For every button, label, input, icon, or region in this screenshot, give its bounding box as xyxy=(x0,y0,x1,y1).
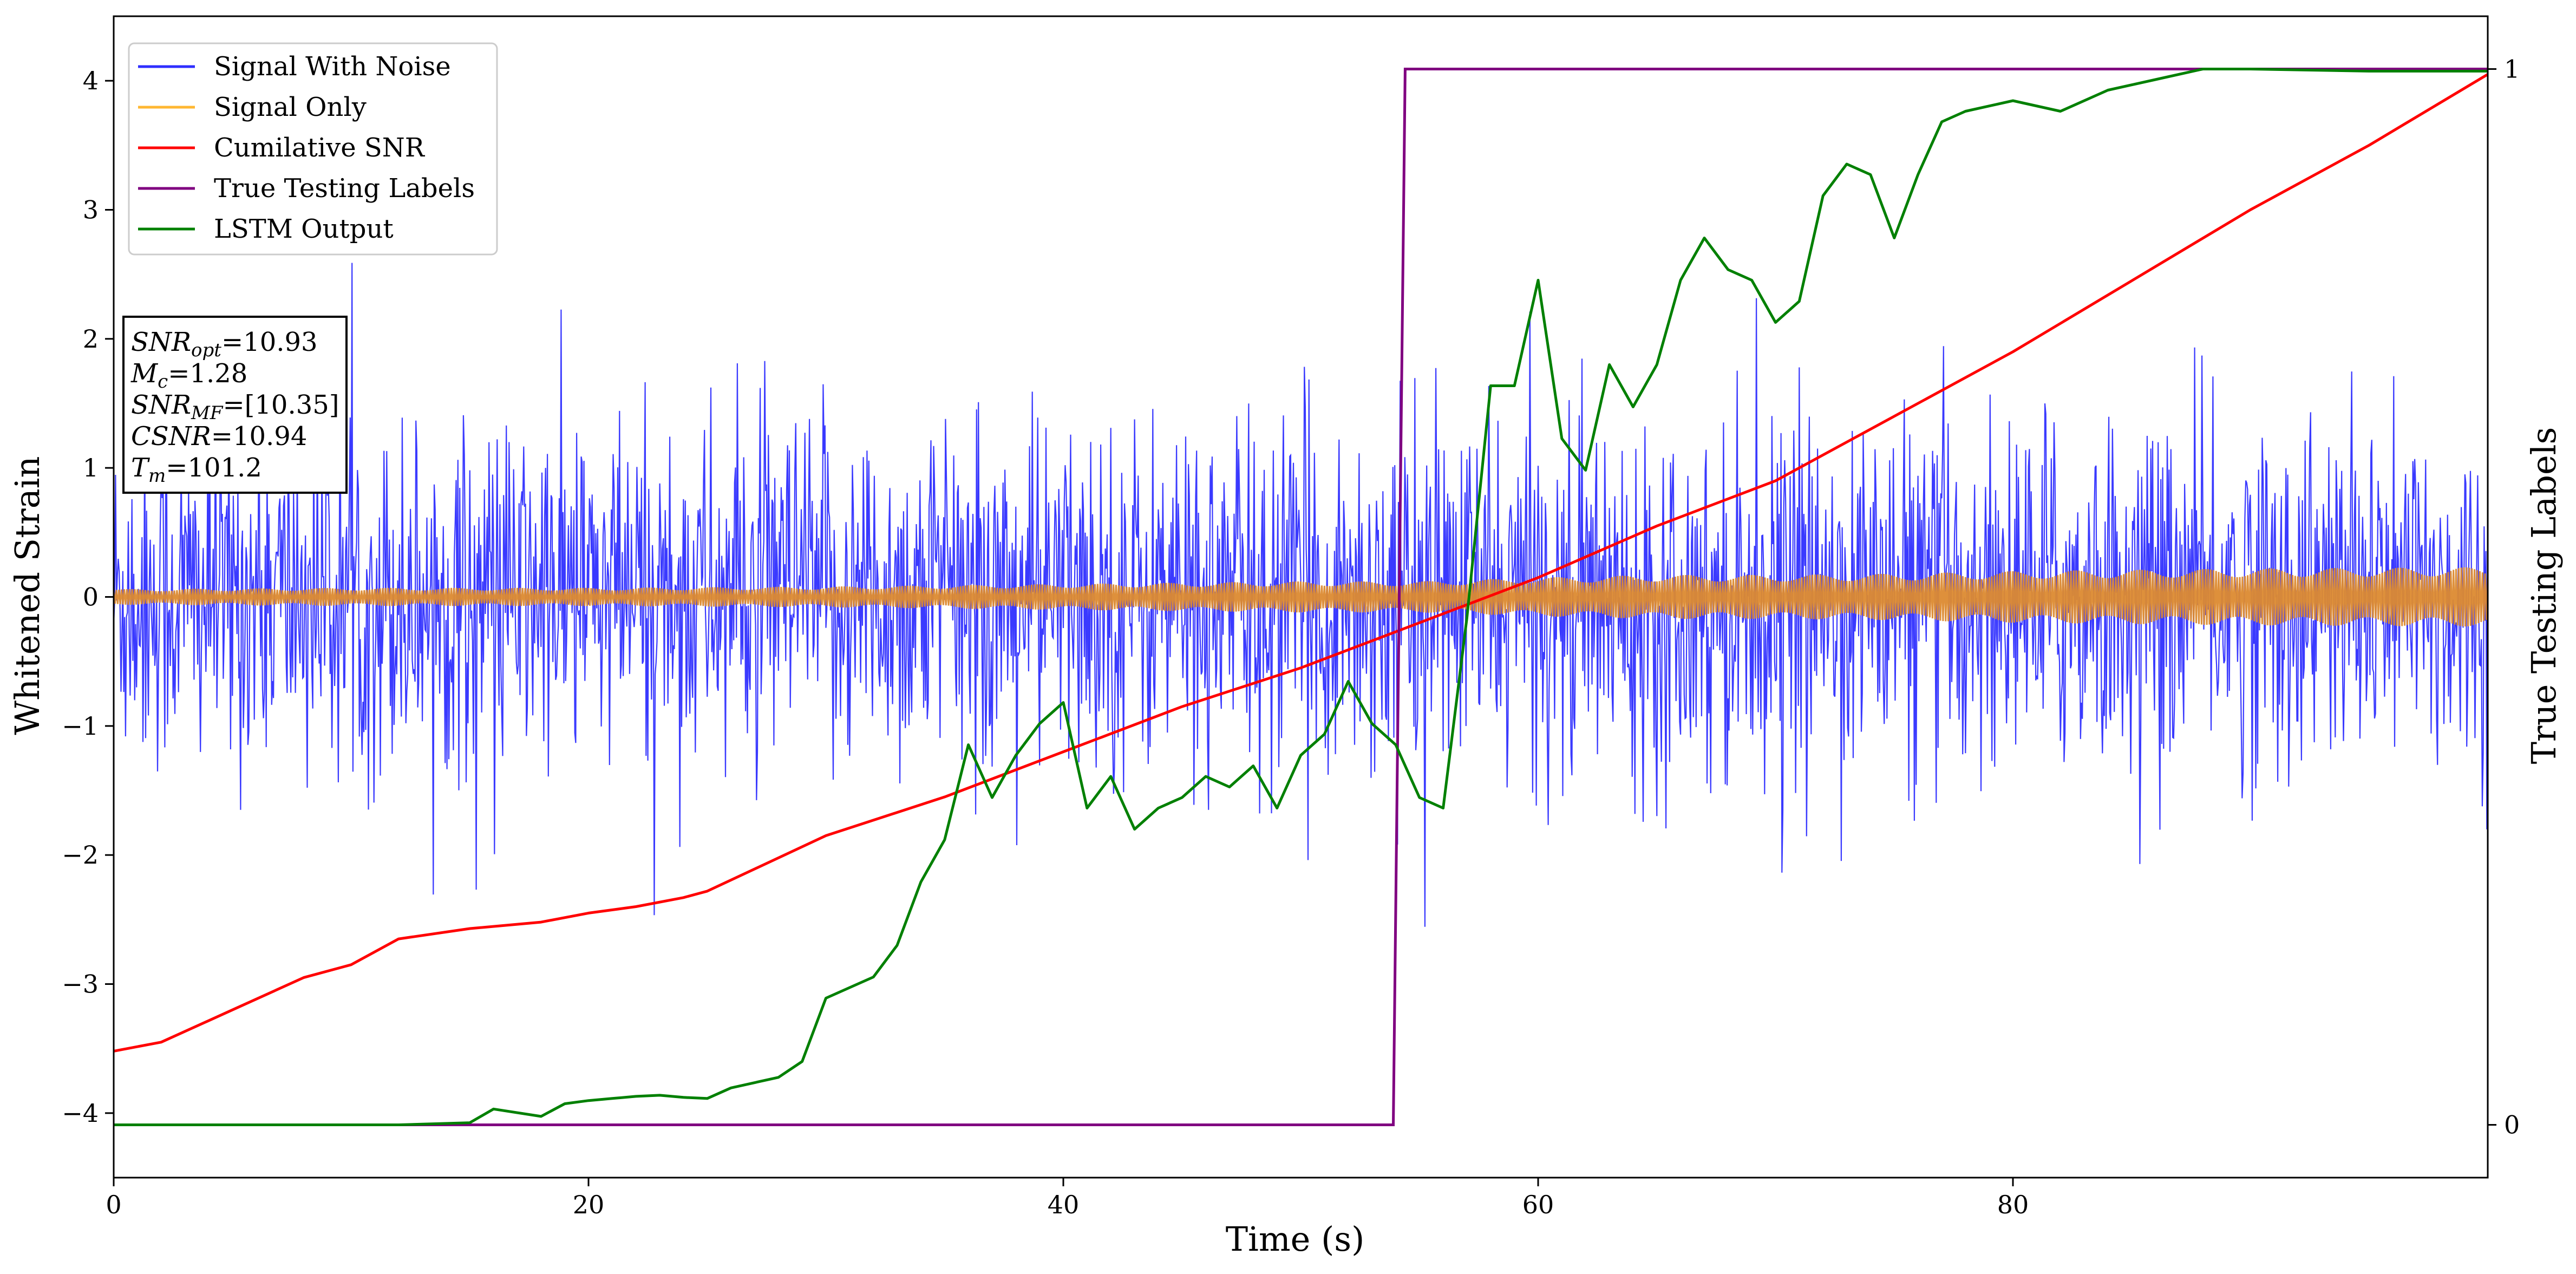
parameter-info-box: SNRopt=10.93Mc=1.28SNRMF=[10.35]CSNR=10.… xyxy=(122,316,348,494)
y-left-tick-label: −2 xyxy=(62,840,99,870)
info-value: =101.2 xyxy=(166,453,262,483)
legend-label: LSTM Output xyxy=(214,214,394,244)
legend-label: Signal Only xyxy=(214,92,367,122)
series-cumilative-snr xyxy=(114,73,2488,1053)
info-line: Tm=101.2 xyxy=(131,453,262,487)
legend: Signal With Noise Signal Only Cumilative S… xyxy=(128,42,498,256)
x-tick-label: 60 xyxy=(1522,1190,1554,1219)
series-signal-with-noise xyxy=(114,263,2488,927)
y-axis-left-title: Whitened Strain xyxy=(8,456,47,735)
y-right-tick-label: 0 xyxy=(2504,1110,2520,1140)
y-left-tick-label: 2 xyxy=(83,324,99,354)
info-value: =1.28 xyxy=(168,358,247,389)
y-right-tick-label: 1 xyxy=(2504,55,2520,84)
info-symbol: CSNR xyxy=(131,421,211,452)
y-axis-right: 01 xyxy=(2488,55,2520,1140)
legend-label: Signal With Noise xyxy=(214,51,451,82)
info-symbol: T xyxy=(131,453,150,483)
info-subscript: opt xyxy=(191,339,221,361)
info-value: =10.94 xyxy=(211,421,308,452)
y-left-tick-label: 3 xyxy=(83,195,99,225)
info-box-frame xyxy=(122,316,348,494)
y-left-tick-label: −4 xyxy=(62,1099,99,1128)
series-layer xyxy=(114,68,2488,1126)
y-left-tick-label: 4 xyxy=(83,66,99,95)
y-axis-left: −4 −3 −2 −1 0 1 2 3 4 xyxy=(62,66,114,1128)
y-left-tick-label: −1 xyxy=(62,711,99,741)
info-symbol: M xyxy=(130,358,159,389)
info-subscript: m xyxy=(148,465,166,487)
info-line: SNRMF=[10.35] xyxy=(131,390,339,424)
y-left-tick-label: 0 xyxy=(83,583,99,612)
info-value: =[10.35] xyxy=(223,390,339,420)
x-tick-label: 80 xyxy=(1997,1190,2029,1219)
info-line: Mc=1.28 xyxy=(130,358,247,393)
info-line: CSNR=10.94 xyxy=(131,421,307,452)
y-axis-right-title: True Testing Labels xyxy=(2524,427,2564,765)
y-left-tick-label: −3 xyxy=(62,970,99,999)
info-symbol: SNR xyxy=(131,390,191,420)
legend-box xyxy=(128,42,498,256)
info-line: SNRopt=10.93 xyxy=(131,327,318,361)
info-subscript: c xyxy=(158,371,168,393)
x-tick-label: 20 xyxy=(573,1190,605,1219)
x-tick-label: 40 xyxy=(1048,1190,1080,1219)
x-tick-label: 0 xyxy=(106,1190,121,1219)
series-true-testing-labels xyxy=(114,68,2488,1126)
series-lstm-output xyxy=(114,68,2488,1126)
info-symbol: SNR xyxy=(131,327,191,357)
legend-label: Cumilative SNR xyxy=(214,133,426,163)
series-signal-only xyxy=(114,567,2488,627)
x-axis-title: Time (s) xyxy=(1226,1219,1365,1259)
info-subscript: MF xyxy=(191,402,224,424)
y-left-tick-label: 1 xyxy=(83,453,99,482)
legend-label: True Testing Labels xyxy=(214,173,475,204)
info-value: =10.93 xyxy=(221,327,318,357)
x-axis: 0 20 40 60 80 xyxy=(106,1178,2029,1219)
